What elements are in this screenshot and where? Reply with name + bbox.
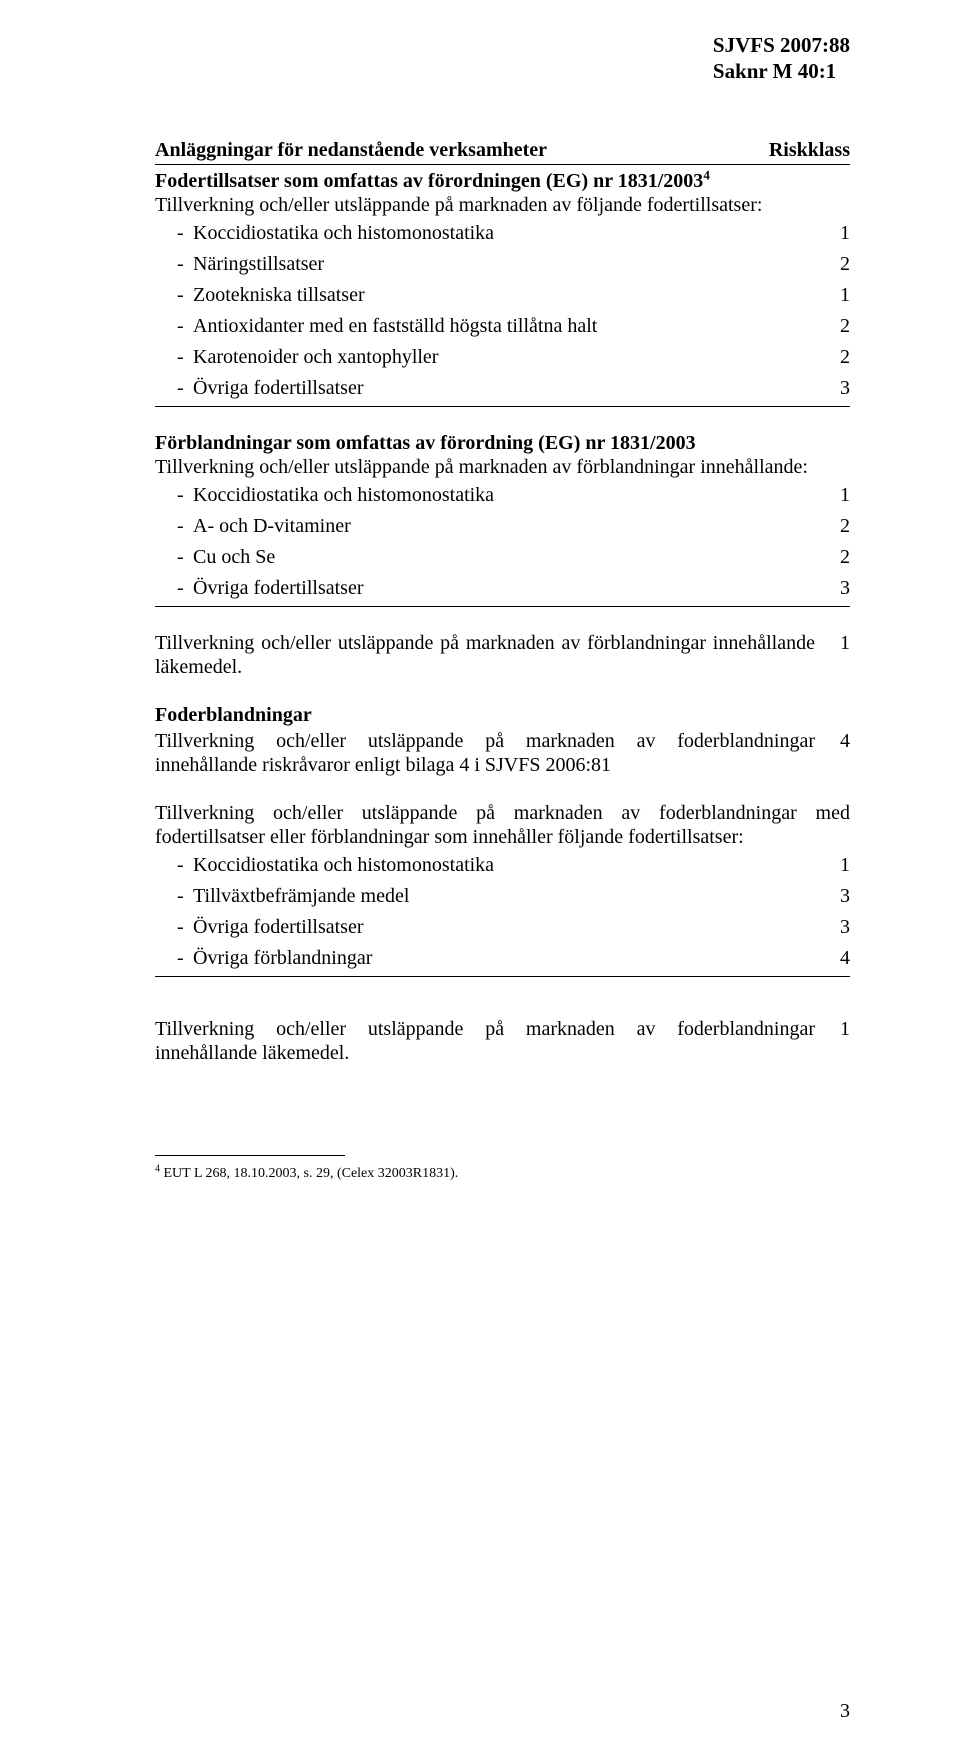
table-header-activities: Anläggningar för nedanstående verksamhet…: [155, 138, 760, 162]
bullet-dash: -: [155, 376, 193, 400]
item-value: 1: [825, 221, 850, 245]
section3-para1-row: Tillverkning och/eller utsläppande på ma…: [155, 729, 850, 777]
list-item: - Karotenoider och xantophyller 2: [155, 341, 850, 372]
item-value: 4: [825, 946, 850, 970]
item-label: Övriga fodertillsatser: [193, 576, 825, 600]
item-label: Cu och Se: [193, 545, 825, 569]
list-item: - Övriga fodertillsatser 3: [155, 572, 850, 607]
page: SJVFS 2007:88 Saknr M 40:1 Anläggningar …: [0, 0, 960, 1757]
section-fodertillsatser-title: Fodertillsatser som omfattas av förordni…: [155, 169, 850, 193]
section3-tail-value: 1: [825, 1017, 850, 1041]
item-label: Övriga fodertillsatser: [193, 915, 825, 939]
table-header-riskclass: Riskklass: [760, 138, 850, 162]
item-value: 3: [825, 576, 850, 600]
bullet-dash: -: [155, 915, 193, 939]
section3-tail-row: Tillverkning och/eller utsläppande på ma…: [155, 1017, 850, 1065]
bullet-dash: -: [155, 514, 193, 538]
section3-tail-text: Tillverkning och/eller utsläppande på ma…: [155, 1017, 825, 1065]
section3-para1-value: 4: [825, 729, 850, 753]
bullet-dash: -: [155, 483, 193, 507]
risk-table: Anläggningar för nedanstående verksamhet…: [155, 138, 850, 1065]
table-header-row: Anläggningar för nedanstående verksamhet…: [155, 138, 850, 165]
bullet-dash: -: [155, 283, 193, 307]
item-value: 2: [825, 314, 850, 338]
bullet-dash: -: [155, 884, 193, 908]
list-item: - Övriga fodertillsatser 3: [155, 372, 850, 407]
list-item: - Koccidiostatika och histomonostatika 1: [155, 479, 850, 510]
section2-tail-text: Tillverkning och/eller utsläppande på ma…: [155, 631, 825, 679]
item-label: Koccidiostatika och histomonostatika: [193, 853, 825, 877]
list-item: - Cu och Se 2: [155, 541, 850, 572]
footnote-separator: [155, 1155, 345, 1156]
footnote-ref-4: 4: [703, 167, 710, 182]
footnote-text: EUT L 268, 18.10.2003, s. 29, (Celex 320…: [160, 1166, 458, 1181]
section-title-text: Fodertillsatser som omfattas av förordni…: [155, 170, 703, 192]
list-item: - Antioxidanter med en fastställd högsta…: [155, 310, 850, 341]
list-item: - Övriga förblandningar 4: [155, 942, 850, 977]
doc-code-line2: Saknr M 40:1: [713, 58, 850, 84]
section2-list: - Koccidiostatika och histomonostatika 1…: [155, 479, 850, 607]
item-label: Övriga förblandningar: [193, 946, 825, 970]
section3-list: - Koccidiostatika och histomonostatika 1…: [155, 849, 850, 977]
item-value: 2: [825, 252, 850, 276]
bullet-dash: -: [155, 345, 193, 369]
item-value: 1: [825, 483, 850, 507]
doc-code-line1: SJVFS 2007:88: [713, 32, 850, 58]
item-label: Näringstillsatser: [193, 252, 825, 276]
item-label: A- och D-vitaminer: [193, 514, 825, 538]
list-item: - Näringstillsatser 2: [155, 248, 850, 279]
bullet-dash: -: [155, 853, 193, 877]
main-content: Anläggningar för nedanstående verksamhet…: [155, 48, 850, 1183]
bullet-dash: -: [155, 221, 193, 245]
list-item: - Koccidiostatika och histomonostatika 1: [155, 217, 850, 248]
item-value: 1: [825, 853, 850, 877]
item-value: 2: [825, 345, 850, 369]
item-label: Koccidiostatika och histomonostatika: [193, 221, 825, 245]
footnote: 4 EUT L 268, 18.10.2003, s. 29, (Celex 3…: [155, 1166, 850, 1183]
item-value: 3: [825, 376, 850, 400]
item-label: Övriga fodertillsatser: [193, 376, 825, 400]
item-label: Karotenoider och xantophyller: [193, 345, 825, 369]
bullet-dash: -: [155, 946, 193, 970]
document-header: SJVFS 2007:88 Saknr M 40:1: [713, 32, 850, 85]
page-number: 3: [840, 1699, 850, 1723]
section-foderblandningar-title: Foderblandningar: [155, 703, 850, 727]
item-value: 3: [825, 884, 850, 908]
item-value: 2: [825, 514, 850, 538]
section1-intro: Tillverkning och/eller utsläppande på ma…: [155, 193, 850, 217]
section-forblandningar-title: Förblandningar som omfattas av förordnin…: [155, 431, 850, 455]
bullet-dash: -: [155, 545, 193, 569]
item-value: 3: [825, 915, 850, 939]
list-item: - Koccidiostatika och histomonostatika 1: [155, 849, 850, 880]
section3-intro2: Tillverkning och/eller utsläppande på ma…: [155, 801, 850, 849]
item-label: Tillväxtbefrämjande medel: [193, 884, 825, 908]
list-item: - Tillväxtbefrämjande medel 3: [155, 880, 850, 911]
section2-tail-row: Tillverkning och/eller utsläppande på ma…: [155, 631, 850, 679]
bullet-dash: -: [155, 576, 193, 600]
section3-para1-text: Tillverkning och/eller utsläppande på ma…: [155, 729, 825, 777]
bullet-dash: -: [155, 252, 193, 276]
section2-tail-value: 1: [825, 631, 850, 655]
item-label: Zootekniska tillsatser: [193, 283, 825, 307]
item-label: Antioxidanter med en fastställd högsta t…: [193, 314, 825, 338]
item-label: Koccidiostatika och histomonostatika: [193, 483, 825, 507]
list-item: - A- och D-vitaminer 2: [155, 510, 850, 541]
section2-intro: Tillverkning och/eller utsläppande på ma…: [155, 455, 850, 479]
item-value: 1: [825, 283, 850, 307]
item-value: 2: [825, 545, 850, 569]
bullet-dash: -: [155, 314, 193, 338]
list-item: - Zootekniska tillsatser 1: [155, 279, 850, 310]
section1-list: - Koccidiostatika och histomonostatika 1…: [155, 217, 850, 407]
list-item: - Övriga fodertillsatser 3: [155, 911, 850, 942]
